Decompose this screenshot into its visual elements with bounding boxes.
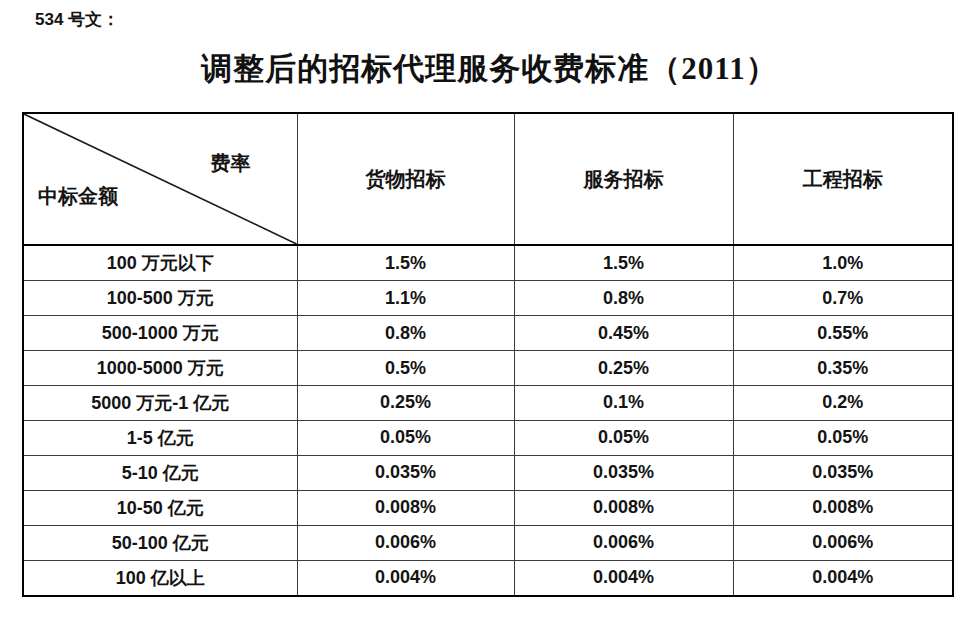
goods-rate-cell: 0.006%	[297, 525, 514, 560]
table-row: 1-5 亿元 0.05% 0.05% 0.05%	[23, 420, 953, 455]
service-rate-cell: 0.25%	[514, 351, 733, 386]
goods-rate-cell: 0.5%	[297, 351, 514, 386]
engineering-rate-cell: 0.55%	[733, 316, 953, 351]
column-header-service: 服务招标	[514, 113, 733, 245]
engineering-rate-cell: 0.006%	[733, 525, 953, 560]
service-rate-cell: 0.8%	[514, 281, 733, 316]
goods-rate-cell: 1.1%	[297, 281, 514, 316]
amount-cell: 10-50 亿元	[23, 490, 297, 525]
service-rate-cell: 0.006%	[514, 525, 733, 560]
table-row: 5000 万元-1 亿元 0.25% 0.1% 0.2%	[23, 386, 953, 421]
goods-rate-cell: 0.008%	[297, 490, 514, 525]
table-row: 100 万元以下 1.5% 1.5% 1.0%	[23, 245, 953, 281]
goods-rate-cell: 0.035%	[297, 455, 514, 490]
amount-cell: 50-100 亿元	[23, 525, 297, 560]
engineering-rate-cell: 0.2%	[733, 386, 953, 421]
goods-rate-cell: 0.25%	[297, 386, 514, 421]
table-row: 10-50 亿元 0.008% 0.008% 0.008%	[23, 490, 953, 525]
table-body: 100 万元以下 1.5% 1.5% 1.0% 100-500 万元 1.1% …	[23, 245, 953, 596]
header-row: 费率 中标金额 货物招标 服务招标 工程招标	[23, 113, 953, 245]
goods-rate-cell: 0.05%	[297, 420, 514, 455]
service-rate-cell: 0.008%	[514, 490, 733, 525]
goods-rate-cell: 0.8%	[297, 316, 514, 351]
engineering-rate-cell: 0.7%	[733, 281, 953, 316]
engineering-rate-cell: 0.004%	[733, 560, 953, 596]
fee-rate-table: 费率 中标金额 货物招标 服务招标 工程招标 100 万元以下 1.5% 1.5…	[22, 112, 954, 597]
amount-cell: 5-10 亿元	[23, 455, 297, 490]
service-rate-cell: 0.45%	[514, 316, 733, 351]
corner-header-cell: 费率 中标金额	[23, 113, 297, 245]
service-rate-cell: 0.05%	[514, 420, 733, 455]
amount-cell: 100-500 万元	[23, 281, 297, 316]
goods-rate-cell: 0.004%	[297, 560, 514, 596]
table-row: 100-500 万元 1.1% 0.8% 0.7%	[23, 281, 953, 316]
table-row: 100 亿以上 0.004% 0.004% 0.004%	[23, 560, 953, 596]
table-row: 500-1000 万元 0.8% 0.45% 0.55%	[23, 316, 953, 351]
engineering-rate-cell: 1.0%	[733, 245, 953, 281]
column-header-engineering: 工程招标	[733, 113, 953, 245]
amount-cell: 100 亿以上	[23, 560, 297, 596]
engineering-rate-cell: 0.35%	[733, 351, 953, 386]
amount-cell: 1-5 亿元	[23, 420, 297, 455]
amount-cell: 500-1000 万元	[23, 316, 297, 351]
corner-amount-label: 中标金额	[38, 183, 118, 210]
amount-cell: 100 万元以下	[23, 245, 297, 281]
service-rate-cell: 0.1%	[514, 386, 733, 421]
service-rate-cell: 1.5%	[514, 245, 733, 281]
column-header-goods: 货物招标	[297, 113, 514, 245]
table-header: 费率 中标金额 货物招标 服务招标 工程招标	[23, 113, 953, 245]
table-row: 50-100 亿元 0.006% 0.006% 0.006%	[23, 525, 953, 560]
service-rate-cell: 0.004%	[514, 560, 733, 596]
doc-number-label: 534 号文：	[35, 8, 119, 31]
amount-cell: 5000 万元-1 亿元	[23, 386, 297, 421]
corner-fee-rate-label: 费率	[211, 150, 251, 177]
table-row: 1000-5000 万元 0.5% 0.25% 0.35%	[23, 351, 953, 386]
diagonal-divider-line	[24, 114, 297, 244]
goods-rate-cell: 1.5%	[297, 245, 514, 281]
page-title: 调整后的招标代理服务收费标准（2011）	[0, 48, 979, 90]
engineering-rate-cell: 0.035%	[733, 455, 953, 490]
service-rate-cell: 0.035%	[514, 455, 733, 490]
engineering-rate-cell: 0.008%	[733, 490, 953, 525]
amount-cell: 1000-5000 万元	[23, 351, 297, 386]
engineering-rate-cell: 0.05%	[733, 420, 953, 455]
table-row: 5-10 亿元 0.035% 0.035% 0.035%	[23, 455, 953, 490]
